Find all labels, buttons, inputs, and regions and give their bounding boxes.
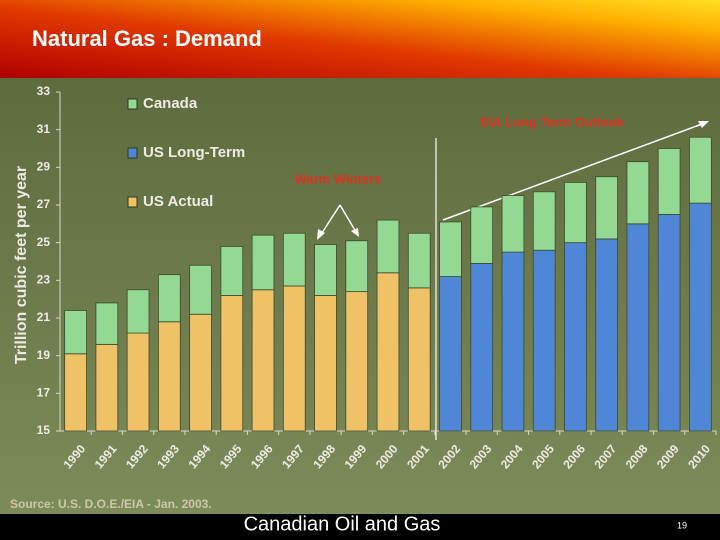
trend-arrow — [442, 123, 703, 221]
bar-segment — [439, 276, 462, 432]
y-tick-label: 19 — [37, 348, 51, 362]
bar-segment — [532, 191, 556, 251]
bar-segment — [657, 148, 681, 215]
y-tick-label: 27 — [37, 197, 51, 211]
bar-segment — [126, 289, 150, 334]
bar-segment — [282, 285, 306, 432]
bar-segment — [345, 240, 369, 293]
bar-segment — [657, 214, 681, 432]
bar-segment — [189, 313, 212, 432]
y-tick-label: 25 — [37, 235, 51, 249]
bar-segment — [532, 249, 556, 432]
arrow-head — [698, 121, 709, 128]
bar-segment — [407, 287, 431, 432]
warm-arrow — [319, 204, 341, 237]
y-tick-label: 23 — [37, 273, 51, 287]
arrow-head — [317, 229, 325, 240]
bar-segment — [407, 232, 431, 289]
y-tick-label: 29 — [37, 160, 51, 174]
bar-segment — [126, 332, 150, 432]
legend-swatch — [127, 147, 138, 159]
footer-text: Canadian Oil and Gas — [244, 513, 441, 535]
bar-segment — [564, 242, 587, 432]
y-tick-label: 17 — [37, 386, 51, 400]
bar-segment — [595, 176, 619, 240]
bar-segment — [251, 289, 275, 432]
page-number: 19 — [677, 520, 687, 530]
legend-label: Canada — [143, 95, 198, 112]
bar-segment — [220, 246, 244, 296]
bar-segment — [626, 161, 650, 225]
legend-swatch — [127, 98, 138, 110]
header-band — [0, 0, 720, 78]
bar-segment — [689, 136, 712, 204]
legend-swatch — [127, 196, 138, 208]
y-tick-label: 21 — [37, 310, 51, 324]
annotation: Warm Winters — [295, 171, 382, 186]
bar-segment — [470, 206, 494, 264]
annotation: EIA Long Term Outlook — [480, 114, 624, 129]
bar-segment — [189, 264, 212, 315]
legend-label: US Long-Term — [143, 144, 245, 161]
slide-title: Natural Gas : Demand — [32, 26, 262, 51]
bar-segment — [689, 202, 712, 432]
y-axis-label: Trillion cubic feet per year — [13, 166, 30, 364]
bar-segment — [282, 232, 306, 287]
warm-arrow — [339, 204, 357, 233]
bar-segment — [95, 302, 119, 345]
bar-segment — [501, 251, 525, 432]
legend-label: US Actual — [143, 193, 213, 210]
bar-segment — [95, 343, 119, 432]
bar-segment — [64, 310, 87, 355]
y-tick-label: 33 — [37, 84, 51, 98]
arrow-head — [351, 228, 359, 237]
bar-segment — [157, 274, 181, 323]
bar-segment — [501, 195, 525, 253]
bar-segment — [157, 321, 181, 432]
bar-segment — [439, 221, 462, 277]
source-note: Source: U.S. D.O.E./EIA - Jan. 2003. — [10, 497, 212, 511]
bar-segment — [314, 294, 337, 432]
bar-segment — [64, 353, 87, 432]
footer-band — [0, 514, 720, 540]
bar-segment — [251, 234, 275, 291]
bar-segment — [564, 181, 587, 244]
y-tick-label: 31 — [37, 122, 51, 136]
bar-segment — [376, 272, 400, 432]
y-tick-label: 15 — [37, 423, 51, 437]
bar-segment — [626, 223, 650, 432]
bar-segment — [220, 294, 244, 432]
bar-segment — [470, 262, 494, 432]
bar-segment — [376, 219, 400, 274]
bar-segment — [314, 244, 337, 296]
bar-segment — [595, 238, 619, 432]
bar-segment — [345, 291, 369, 432]
